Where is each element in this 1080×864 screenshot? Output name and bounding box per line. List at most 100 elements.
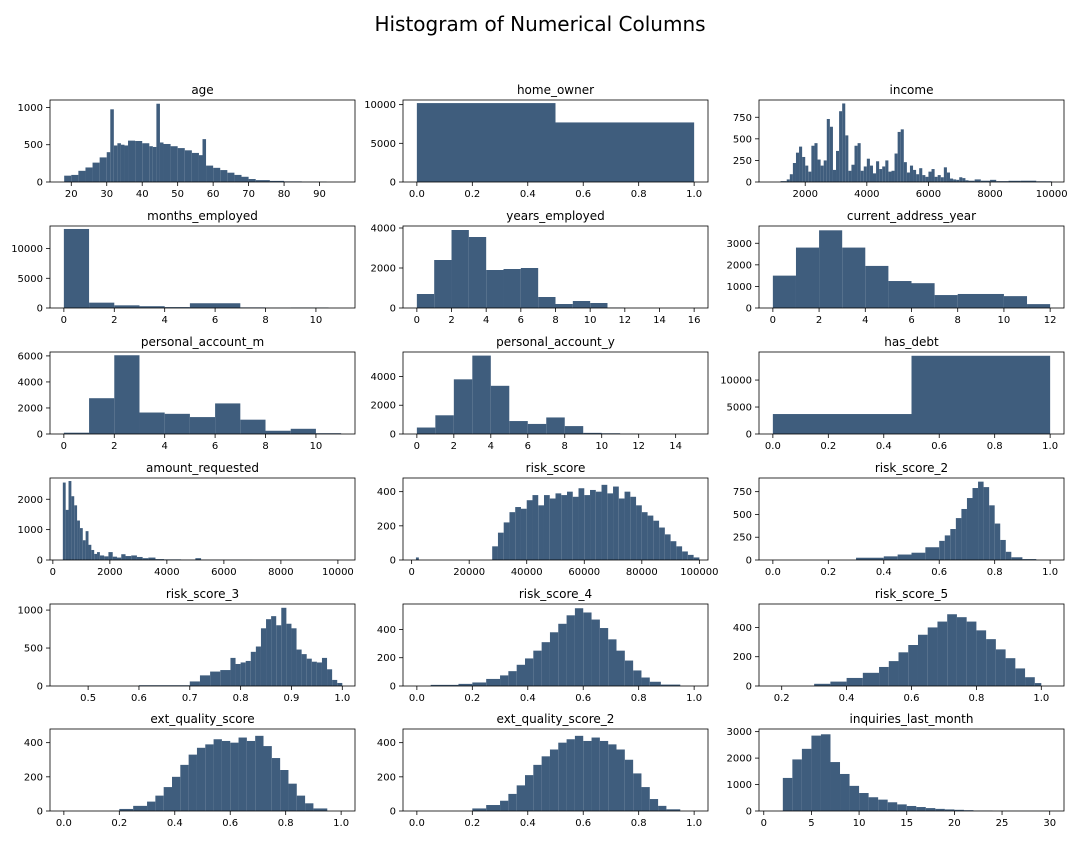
histogram-bar [624, 491, 631, 560]
histogram-bar [128, 140, 136, 182]
y-tick-label: 200 [377, 772, 396, 783]
histogram-bar [148, 557, 156, 560]
histogram-bar [198, 155, 203, 182]
histogram-bar [281, 607, 287, 686]
x-tick-label: 0.0 [409, 818, 425, 829]
histogram-bar [891, 170, 895, 182]
y-tick-label: 0 [390, 430, 396, 441]
histogram-bar [814, 683, 831, 686]
subplot-title: risk_score_2 [875, 461, 948, 475]
histogram-bar [849, 785, 860, 811]
y-tick-label: 0 [390, 304, 396, 315]
histogram-bar [202, 139, 207, 182]
histogram-bar [508, 793, 517, 811]
histogram-bar [245, 660, 251, 686]
histogram-bar [693, 557, 700, 560]
y-tick-label: 0 [746, 556, 752, 567]
histogram-bar [541, 756, 550, 811]
x-tick-label: 0.2 [464, 189, 480, 200]
histogram-bar [618, 498, 625, 560]
histogram-bar [533, 764, 542, 811]
histogram-bar [221, 740, 231, 811]
histogram-bar [799, 146, 803, 182]
histogram-bar [92, 162, 100, 182]
y-tick-label: 250 [733, 533, 752, 544]
x-tick-label: 0.4 [876, 567, 892, 578]
histogram-bar [965, 180, 969, 182]
x-tick-label: 0.4 [167, 818, 183, 829]
histogram-bar [599, 740, 609, 811]
histogram-bar [782, 777, 793, 811]
histogram-bar [271, 758, 281, 811]
histogram-bar [327, 669, 333, 686]
histogram-bar [808, 171, 812, 182]
histogram-bar [872, 173, 877, 182]
histogram-bar [288, 783, 297, 811]
histogram-bar [133, 805, 148, 811]
histogram-bar [882, 166, 886, 182]
x-tick-label: 2000 [792, 189, 817, 200]
y-tick-label: 0 [390, 807, 396, 818]
histogram-bar [613, 486, 619, 560]
subplot-title: current_address_year [847, 209, 976, 223]
x-tick-label: 60000 [568, 567, 600, 578]
axes-frame [49, 728, 356, 812]
x-tick-label: 0.4 [520, 693, 536, 704]
subplot-title: ext_quality_score_2 [497, 712, 615, 726]
histogram-bar [191, 152, 199, 182]
y-tick-label: 1000 [727, 780, 752, 791]
histogram-bar [241, 176, 249, 182]
histogram-bar [110, 109, 114, 182]
histogram-bar [687, 554, 694, 560]
y-tick-label: 250 [733, 156, 752, 167]
x-tick-label: 0.8 [968, 693, 984, 704]
x-tick-label: 0.6 [931, 567, 947, 578]
x-tick-label: 2 [111, 441, 117, 452]
x-tick-label: 6 [908, 315, 914, 326]
histogram-bar [520, 268, 539, 308]
histogram-bar [538, 297, 556, 308]
subplot-ext-quality-score-2: ext_quality_score_2 0.0 0.2 0.4 0.6 0.8 1.0 0 20… [377, 712, 709, 829]
histogram-bar [453, 379, 473, 434]
x-tick-label: 1.0 [334, 693, 350, 704]
y-tick-label: 2000 [727, 260, 752, 271]
x-tick-label: 0.8 [987, 567, 1003, 578]
histogram-bar [972, 488, 979, 560]
histogram-bar [149, 146, 153, 182]
subplot-risk-score-4: risk_score_4 0.0 0.2 0.4 0.6 0.8 1.0 0 200 400 [377, 587, 709, 704]
histogram-bar [1034, 683, 1042, 686]
histogram-bar [276, 625, 282, 686]
histogram-bar [515, 507, 521, 560]
histogram-bar [195, 558, 202, 560]
x-tick-label: 10 [853, 818, 866, 829]
histogram-bar [104, 556, 109, 560]
axes-frame [49, 99, 356, 183]
axes-frame [402, 351, 709, 435]
histogram-bar [516, 664, 525, 686]
figure-title: Histogram of Numerical Columns [374, 12, 706, 36]
axes-frame [402, 603, 709, 687]
histogram-bar [572, 301, 591, 308]
histogram-bar [486, 678, 501, 686]
x-tick-label: 0.2 [464, 693, 480, 704]
x-tick-label: 2000 [97, 567, 122, 578]
y-tick-label: 400 [24, 738, 43, 749]
x-tick-label: 0 [408, 567, 414, 578]
histogram-bar [220, 170, 228, 182]
histogram-bar [664, 534, 671, 560]
x-tick-label: 0 [414, 315, 420, 326]
x-tick-label: 8 [562, 441, 568, 452]
histogram-bar [795, 247, 820, 308]
histogram-bar [916, 807, 926, 811]
histogram-bar [497, 532, 504, 560]
histogram-bar [590, 303, 608, 308]
x-tick-label: 6 [518, 315, 524, 326]
histogram-bar [649, 799, 659, 811]
subplot-title: months_employed [147, 209, 258, 223]
histogram-bar [630, 496, 637, 560]
histogram-bar [944, 535, 951, 560]
x-tick-label: 0.6 [575, 818, 591, 829]
histogram-bar [142, 558, 149, 560]
histogram-bar [220, 670, 231, 686]
histogram-bar [842, 247, 866, 308]
